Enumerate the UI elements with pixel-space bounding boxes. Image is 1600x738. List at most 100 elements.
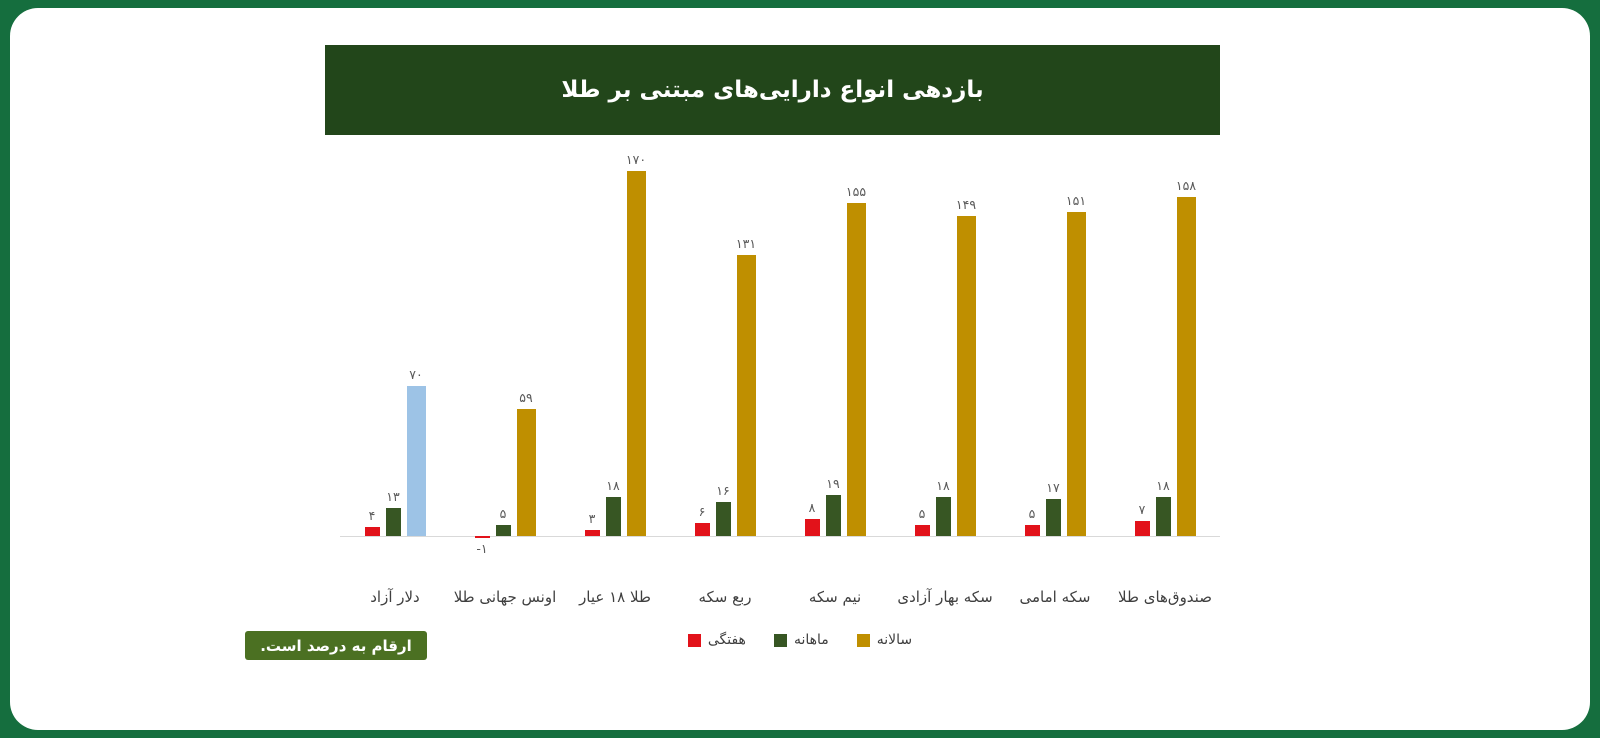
bar: ۱۵۱	[1066, 193, 1086, 536]
bar-value-label: ۸	[808, 500, 816, 515]
x-axis-label: دلار آزاد	[370, 588, 420, 606]
x-axis-label: سکه امامی	[1019, 588, 1091, 606]
unit-note: ارقام به درصد است.	[260, 636, 412, 655]
bar-group: ۶ ۱۶ ۱۳۱	[694, 160, 756, 536]
bar-rect	[914, 525, 930, 536]
bar-rect	[804, 519, 820, 536]
bar-group: ۵ ۱۸ ۱۴۹	[914, 160, 976, 536]
bar: ۱۶	[715, 483, 731, 536]
bar-value-label: ۱۴۹	[955, 197, 977, 212]
x-axis-label: طلا ۱۸ عیار	[579, 588, 651, 606]
bar: ۱۸	[1155, 478, 1171, 536]
bar-rect	[935, 497, 951, 536]
x-axis-label: سکه بهار آزادی	[897, 588, 993, 606]
chart-title: بازدهی انواع دارایی‌های مبتنی بر طلا	[561, 77, 984, 103]
legend-item: سالانه	[856, 632, 912, 648]
bar: ۵	[495, 506, 511, 536]
bar-value-label: ۱۹	[826, 476, 840, 491]
bar-value-label: ۱۸	[606, 478, 620, 493]
bar-rect	[1134, 521, 1150, 536]
bar-value-label: ۱۵۸	[1175, 178, 1197, 193]
bar: ۱۴۹	[956, 197, 976, 536]
bar-value-label: ۵	[499, 506, 507, 521]
bar: ۴	[364, 508, 380, 536]
bar-value-label: ۱۳۱	[735, 236, 757, 251]
legend: هفتگی ماهانه سالانه	[350, 632, 1250, 648]
bar: ۳	[584, 511, 600, 536]
bar-rect	[1024, 525, 1040, 536]
bar-rect	[406, 386, 426, 536]
x-axis-labels: دلار آزاد اونس جهانی طلا طلا ۱۸ عیار ربع سک…	[340, 588, 1220, 606]
x-axis-label: نیم سکه	[808, 588, 862, 606]
bar-rect	[385, 508, 401, 536]
bar: ۱۳	[385, 489, 401, 536]
bar: ۱۵۸	[1176, 178, 1196, 536]
bar: ۸	[804, 500, 820, 536]
legend-item: ماهانه	[773, 632, 829, 648]
bar-value-label: ۵	[918, 506, 926, 521]
bar-rect	[825, 495, 841, 536]
bar-rect	[584, 530, 600, 536]
bar-value-label: ۵	[1028, 506, 1036, 521]
bar-rect	[516, 409, 536, 536]
bar-group: ۵ ۱۷ ۱۵۱	[1024, 160, 1086, 536]
bar-rect	[626, 171, 646, 536]
bar-value-label: ۱۷	[1046, 480, 1060, 495]
bar-value-label: -۱	[476, 541, 488, 556]
bar-value-label: ۱۳	[386, 489, 400, 504]
bar: ۵۹	[516, 390, 536, 536]
bar: ۱۷	[1045, 480, 1061, 536]
bar-value-label: ۱۵۱	[1065, 193, 1087, 208]
bar: ۱۳۱	[736, 236, 756, 536]
bar-value-label: ۴	[368, 508, 376, 523]
bar-rect	[1176, 197, 1196, 536]
bar-value-label: ۱۶	[716, 483, 730, 498]
legend-label: ماهانه	[793, 632, 829, 648]
legend-swatch	[687, 633, 701, 647]
bar-rect	[474, 536, 490, 538]
bar-group: ۴ ۱۳ ۷۰	[364, 160, 426, 536]
bar: ۶	[694, 504, 710, 536]
x-axis-label: اونس جهانی طلا	[453, 588, 557, 606]
bar: ۱۸	[605, 478, 621, 536]
bar-rect	[495, 525, 511, 536]
x-axis-label: صندوق‌های طلا	[1118, 588, 1212, 606]
bar: ۱۹	[825, 476, 841, 536]
bar-group: ۷ ۱۸ ۱۵۸	[1134, 160, 1196, 536]
legend-swatch	[856, 633, 870, 647]
bar-group: -۱ ۵ ۵۹	[474, 160, 536, 556]
bar-value-label: ۱۵۵	[845, 184, 867, 199]
bar-value-label: ۱۸	[1156, 478, 1170, 493]
legend-swatch	[773, 633, 787, 647]
bar: ۵	[914, 506, 930, 536]
bar-value-label: ۷	[1138, 502, 1146, 517]
bar-value-label: ۶	[698, 504, 706, 519]
bar: ۷	[1134, 502, 1150, 536]
bar-value-label: ۳	[588, 511, 596, 526]
plot-area: ۴ ۱۳ ۷۰ -۱ ۵ ۵۹ ۳ ۱۸ ۱۷۰ ۶ ۱۶ ۱۳۱ ۸ ۱۹ ۱۵۵ ۵ ۱۸ ۱۴۹ ۵ ۱۷ ۱۵۱…	[340, 152, 1220, 556]
bar-rect	[694, 523, 710, 536]
unit-note-box: ارقام به درصد است.	[245, 631, 427, 660]
legend-item: هفتگی	[687, 632, 746, 648]
bar-rect	[1045, 499, 1061, 536]
bar-rect	[736, 255, 756, 536]
bar-group: ۸ ۱۹ ۱۵۵	[804, 160, 867, 536]
bar: ۷۰	[406, 367, 426, 536]
bar-value-label: ۱۷۰	[625, 152, 647, 167]
chart-title-bar: بازدهی انواع دارایی‌های مبتنی بر طلا	[325, 45, 1220, 135]
bar-value-label: ۱۸	[936, 478, 950, 493]
bar: ۵	[1024, 506, 1040, 536]
bar-rect	[1155, 497, 1171, 536]
chart-card: بازدهی انواع دارایی‌های مبتنی بر طلا ۴ ۱۳…	[10, 8, 1590, 730]
bar-group: ۳ ۱۸ ۱۷۰	[584, 152, 646, 536]
bar: ۱۸	[935, 478, 951, 536]
bar-rect	[846, 203, 866, 536]
bar-value-label: ۵۹	[519, 390, 533, 405]
bar-value-label: ۷۰	[409, 367, 423, 382]
bar-rect	[956, 216, 976, 536]
x-axis-label: ربع سکه	[698, 588, 752, 606]
bar-rect	[364, 527, 380, 536]
bar-rect	[605, 497, 621, 536]
bar-rect	[1066, 212, 1086, 536]
legend-label: هفتگی	[707, 632, 746, 648]
